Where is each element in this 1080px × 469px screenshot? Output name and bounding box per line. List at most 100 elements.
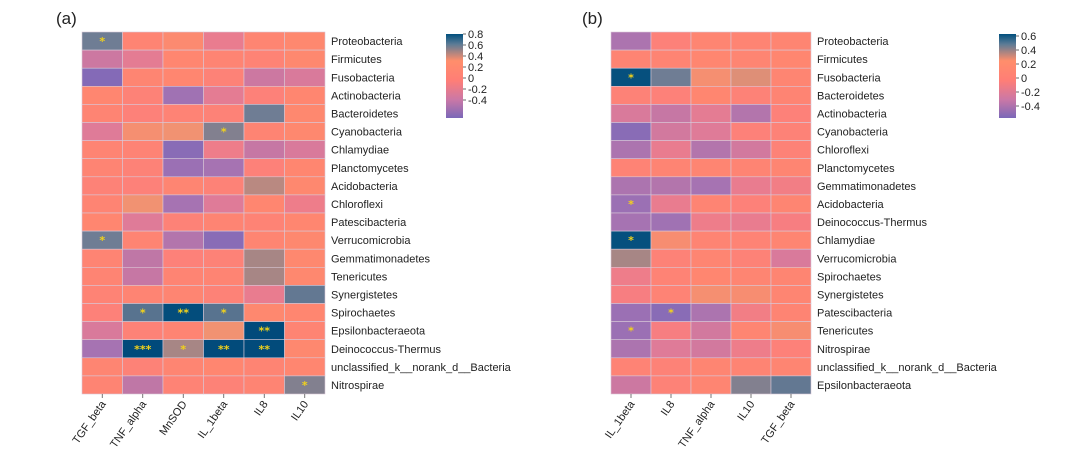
heatmap-panel-b: (b) * * * * * Proteobacteria Firmicutes Fusoba… <box>582 9 1040 450</box>
heatmap-cell <box>650 31 692 51</box>
heatmap-cell <box>122 194 164 214</box>
column-label: IL10 <box>735 399 757 423</box>
heatmap-cell <box>770 230 812 250</box>
heatmap-cell <box>284 67 326 87</box>
heatmap-cell <box>730 339 772 359</box>
heatmap-cell <box>690 104 732 123</box>
heatmap-cell <box>122 230 164 250</box>
heatmap-cell <box>650 86 692 105</box>
heatmap-cell <box>690 357 732 377</box>
heatmap-cell <box>610 303 652 322</box>
heatmap-cell <box>122 140 164 160</box>
heatmap-cell <box>730 104 772 123</box>
heatmap-cell <box>243 285 285 304</box>
heatmap-cell <box>122 266 164 286</box>
row-label: Cyanobacteria <box>817 127 889 139</box>
significance-marker: * <box>628 325 634 338</box>
row-label: Deinococcus-Thermus <box>331 344 442 356</box>
heatmap-cell <box>81 339 123 359</box>
heatmap-cell <box>81 285 123 304</box>
row-label: Nitrospirae <box>331 380 384 392</box>
heatmap-cell <box>730 248 772 268</box>
heatmap-cell <box>610 122 652 141</box>
heatmap-cell <box>690 31 732 51</box>
row-label: Patescibacteria <box>817 308 893 320</box>
heatmap-cell <box>770 194 812 214</box>
heatmap-cell <box>243 140 285 160</box>
heatmap-cell <box>730 212 772 232</box>
heatmap-cell <box>690 194 732 214</box>
row-label: Verrucomicrobia <box>817 253 897 265</box>
column-label: TNF_alpha <box>676 398 718 450</box>
heatmap-cell <box>81 176 123 196</box>
heatmap-cell <box>203 285 245 304</box>
row-label: Synergistetes <box>817 289 884 301</box>
heatmap-cell <box>122 285 164 304</box>
column-label: IL_1beta <box>603 398 638 441</box>
heatmap-cell <box>122 176 164 196</box>
heatmap-cell <box>122 104 164 123</box>
row-label: Planctomycetes <box>817 163 895 175</box>
significance-marker: ** <box>258 343 270 356</box>
heatmap-cell <box>162 321 204 341</box>
heatmap-cell <box>770 86 812 105</box>
heatmap-cell <box>203 176 245 196</box>
row-label: Gemmatimonadetes <box>817 181 917 193</box>
heatmap-cell <box>284 266 326 286</box>
heatmap-cell <box>122 122 164 141</box>
heatmap-cell <box>81 67 123 87</box>
heatmap-cell <box>610 339 652 359</box>
heatmap-cell <box>162 67 204 87</box>
heatmap-cell <box>81 104 123 123</box>
heatmap-cell <box>284 122 326 141</box>
significance-marker: * <box>668 307 674 320</box>
column-label: TNF_alpha <box>108 398 150 450</box>
heatmap-cell <box>122 31 164 51</box>
heatmap-cell <box>650 321 692 341</box>
heatmap-cell <box>284 49 326 69</box>
colorbar-gradient <box>446 34 463 118</box>
heatmap-cell <box>203 104 245 123</box>
heatmap-cell <box>162 158 204 178</box>
heatmap-cell <box>122 86 164 105</box>
colorbar-tick-label: 0 <box>468 73 474 85</box>
heatmap-cell <box>610 176 652 196</box>
heatmap-cell <box>81 140 123 160</box>
heatmap-cell <box>650 248 692 268</box>
heatmap-cell <box>610 104 652 123</box>
heatmap-cell <box>770 49 812 69</box>
heatmap-cell <box>122 67 164 87</box>
colorbar-tick-label: -0.2 <box>1021 87 1040 99</box>
heatmap-cell <box>650 339 692 359</box>
column-label: IL_1beta <box>196 398 231 441</box>
heatmap-cell <box>243 86 285 105</box>
heatmap-cell <box>243 158 285 178</box>
row-label: unclassified_k__norank_d__Bacteria <box>817 362 998 374</box>
heatmap-cell <box>730 176 772 196</box>
row-label: Tenericutes <box>817 326 874 338</box>
heatmap-cell <box>690 122 732 141</box>
heatmap-panel-a: (a) **** ** ****** * ** *** ProteobacteriaFir… <box>56 9 512 450</box>
heatmap-cell <box>610 266 652 286</box>
row-labels-b: Proteobacteria Firmicutes Fusobacteria Bact… <box>817 36 998 392</box>
heatmap-cell <box>650 194 692 214</box>
heatmap-cell <box>690 140 732 160</box>
heatmap-cell <box>162 266 204 286</box>
row-label: Bacteroidetes <box>817 90 885 102</box>
colorbar-tick-label: 0.6 <box>1021 31 1036 43</box>
heatmap-cell <box>122 158 164 178</box>
heatmap-cell <box>243 176 285 196</box>
heatmap-cell <box>770 104 812 123</box>
heatmap-cell <box>122 49 164 69</box>
heatmap-cell <box>770 339 812 359</box>
heatmap-cell <box>690 303 732 322</box>
heatmap-cell <box>690 176 732 196</box>
heatmap-cell <box>730 375 772 395</box>
heatmap-cell <box>770 303 812 322</box>
heatmap-cell <box>730 86 772 105</box>
colorbar-tick-label: -0.4 <box>1021 101 1040 113</box>
heatmap-cell <box>284 285 326 304</box>
heatmap-cell <box>730 67 772 87</box>
heatmap-cell <box>81 122 123 141</box>
heatmap-cell <box>770 158 812 178</box>
